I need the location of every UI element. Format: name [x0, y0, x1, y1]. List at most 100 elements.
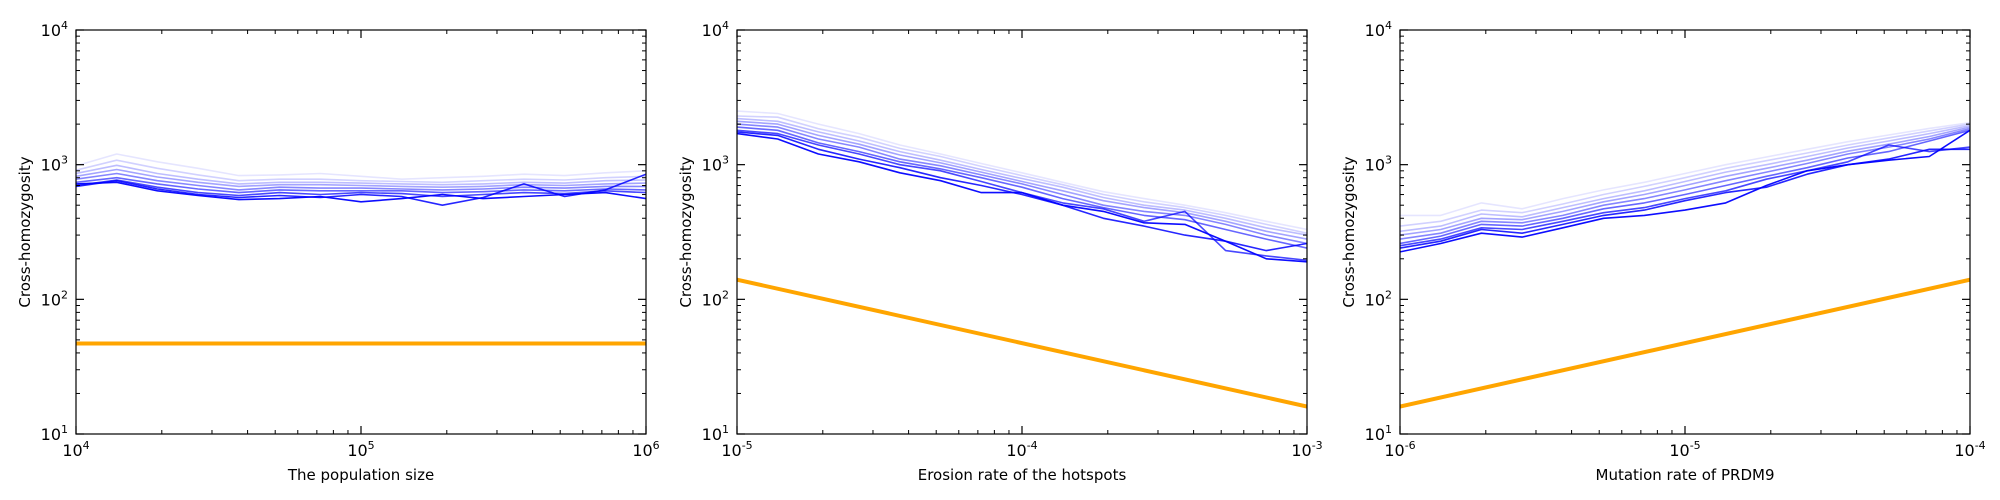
y-tick-base: 10	[41, 290, 61, 309]
x-tick-base: 10	[1006, 441, 1026, 460]
series-line-4	[1400, 129, 1970, 245]
minor-ticks	[76, 30, 646, 434]
y-tick-label: 103	[1365, 154, 1392, 175]
y-tick-exponent: 4	[722, 19, 729, 32]
x-tick-base: 10	[62, 441, 82, 460]
x-tick-base: 10	[1954, 441, 1974, 460]
series-line-9	[1400, 121, 1970, 217]
y-tick-exponent: 2	[61, 288, 68, 301]
y-tick-label: 103	[41, 154, 68, 175]
y-tick-label: 102	[41, 288, 68, 309]
series-line-7	[737, 117, 1307, 236]
x-axis-label: The population size	[287, 466, 434, 484]
x-tick-exponent: 6	[653, 439, 660, 452]
series-line-8	[737, 115, 1307, 234]
y-tick-exponent: 3	[1385, 154, 1392, 167]
series-line-2	[737, 131, 1307, 252]
series-line-2	[76, 173, 646, 206]
y-axis-label: Cross-homozygosity	[1340, 156, 1358, 307]
x-tick-label: 105	[347, 439, 374, 460]
y-tick-base: 10	[1365, 290, 1385, 309]
x-axis-label: Erosion rate of the hotspots	[918, 466, 1127, 484]
y-tick-base: 10	[41, 21, 61, 40]
x-tick-base: 10	[1384, 441, 1404, 460]
x-tick-exponent: -5	[1690, 439, 1701, 452]
series-line-5	[76, 172, 646, 191]
x-tick-label: 10-3	[1291, 439, 1322, 460]
series-line-5	[1400, 127, 1970, 240]
x-tick-base: 10	[1291, 441, 1311, 460]
reference-line	[737, 277, 1307, 409]
series-line-1	[737, 132, 1307, 263]
series-line-1	[1400, 129, 1970, 253]
x-tick-label: 10-5	[721, 439, 752, 460]
series-line-8	[76, 159, 646, 184]
y-tick-exponent: 1	[61, 423, 68, 436]
y-tick-base: 10	[1365, 21, 1385, 40]
y-tick-exponent: 3	[722, 154, 729, 167]
major-ticks	[736, 29, 1308, 435]
x-tick-base: 10	[721, 441, 741, 460]
y-tick-base: 10	[1365, 156, 1385, 175]
x-tick-exponent: -4	[1975, 439, 1986, 452]
series-group	[76, 153, 646, 346]
y-tick-label: 101	[41, 423, 68, 444]
y-tick-base: 10	[702, 290, 722, 309]
series-group	[737, 110, 1307, 409]
y-tick-base: 10	[702, 21, 722, 40]
y-tick-base: 10	[1365, 425, 1385, 444]
x-tick-label: 10-4	[1954, 439, 1985, 460]
x-tick-exponent: 4	[83, 439, 90, 452]
x-tick-label: 104	[62, 439, 89, 460]
minor-ticks	[1400, 30, 1970, 434]
series-group	[1400, 121, 1970, 409]
x-tick-label: 10-4	[1006, 439, 1037, 460]
series-line-6	[76, 168, 646, 188]
y-tick-label: 101	[702, 423, 729, 444]
series-line-8	[1400, 123, 1970, 227]
x-tick-base: 10	[347, 441, 367, 460]
x-tick-label: 10-6	[1384, 439, 1415, 460]
y-tick-label: 101	[1365, 423, 1392, 444]
y-tick-exponent: 3	[61, 154, 68, 167]
y-tick-exponent: 4	[61, 19, 68, 32]
x-tick-exponent: -5	[742, 439, 753, 452]
x-tick-label: 106	[632, 439, 659, 460]
reference-line	[1400, 277, 1970, 409]
minor-ticks	[737, 30, 1307, 434]
y-tick-base: 10	[41, 425, 61, 444]
x-tick-base: 10	[632, 441, 652, 460]
series-line-5	[737, 123, 1307, 245]
x-tick-exponent: 5	[368, 439, 375, 452]
x-tick-label: 10-5	[1669, 439, 1700, 460]
plot-frame	[736, 29, 1308, 435]
y-tick-exponent: 2	[722, 288, 729, 301]
y-axis-label: Cross-homozygosity	[677, 156, 695, 307]
y-tick-label: 104	[702, 19, 729, 40]
series-line-4	[76, 176, 646, 194]
y-tick-exponent: 1	[1385, 423, 1392, 436]
x-tick-exponent: -6	[1405, 439, 1416, 452]
plot-frame	[1399, 29, 1971, 435]
series-line-9	[737, 110, 1307, 231]
y-axis-label: Cross-homozygosity	[16, 156, 34, 307]
series-line-7	[1400, 124, 1970, 233]
y-tick-exponent: 1	[722, 423, 729, 436]
y-tick-base: 10	[702, 156, 722, 175]
y-tick-exponent: 4	[1385, 19, 1392, 32]
y-tick-label: 104	[1365, 19, 1392, 40]
series-line-3	[76, 179, 646, 198]
x-axis-label: Mutation rate of PRDM9	[1596, 466, 1775, 484]
y-tick-label: 104	[41, 19, 68, 40]
series-line-6	[1400, 126, 1970, 236]
y-tick-exponent: 2	[1385, 288, 1392, 301]
y-tick-base: 10	[702, 425, 722, 444]
y-tick-label: 102	[1365, 288, 1392, 309]
series-line-6	[737, 120, 1307, 240]
series-line-1	[76, 181, 646, 203]
major-ticks	[1399, 29, 1971, 435]
series-line-3	[1400, 144, 1970, 247]
